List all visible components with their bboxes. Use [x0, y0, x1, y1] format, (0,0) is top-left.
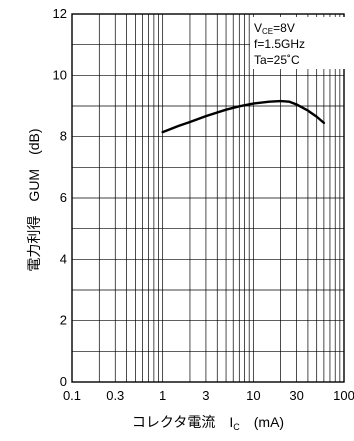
plot-border	[71, 13, 345, 383]
x-tick-label: 3	[202, 388, 209, 403]
annotation-vce: VCE=8V	[254, 21, 295, 36]
y-tick-label: 8	[60, 129, 67, 144]
x-tick-label: 0.3	[106, 388, 124, 403]
x-tick-label: 10	[246, 388, 260, 403]
y-tick-labels: 0 2 4 6 8 10 12	[53, 6, 67, 389]
annotation-temperature: Ta=25˚C	[254, 53, 300, 67]
x-axis-label: コレクタ電流 IC (mA)	[132, 414, 284, 432]
x-tick-label: 30	[289, 388, 303, 403]
x-tick-label: 1	[159, 388, 166, 403]
x-tick-labels: 0.1 0.3 1 3 10 30 100	[63, 388, 354, 403]
y-tick-label: 10	[53, 67, 67, 82]
y-tick-label: 6	[60, 190, 67, 205]
x-tick-label: 0.1	[63, 388, 81, 403]
grid	[71, 13, 344, 383]
y-tick-label: 4	[60, 251, 67, 266]
conditions-box	[250, 17, 345, 69]
y-tick-label: 12	[53, 6, 67, 21]
gum-curve	[161, 99, 326, 134]
y-tick-label: 0	[60, 374, 67, 389]
series-group	[161, 99, 326, 134]
y-tick-label: 2	[60, 313, 67, 328]
y-axis-label: 電力利得 GUM (dB)	[26, 128, 42, 271]
annotation-frequency: f=1.5GHz	[254, 37, 305, 51]
plot-frame	[71, 13, 345, 383]
x-tick-label: 100	[333, 388, 354, 403]
